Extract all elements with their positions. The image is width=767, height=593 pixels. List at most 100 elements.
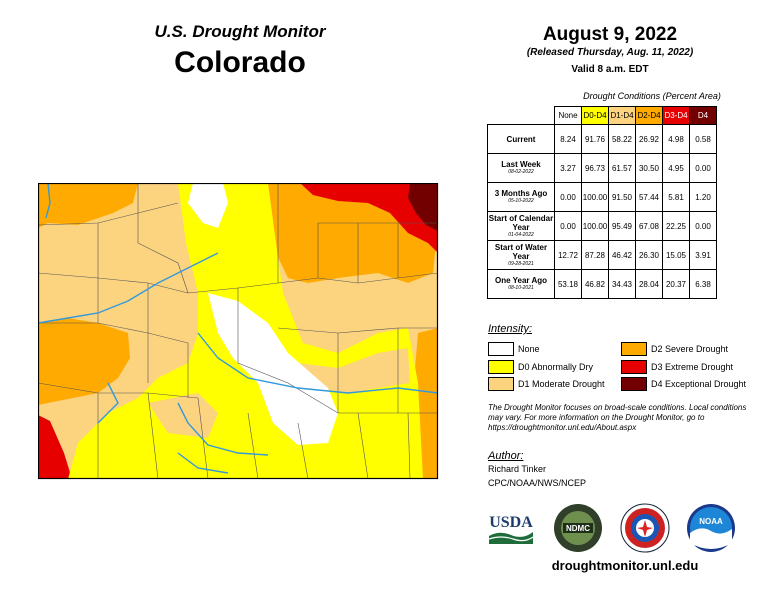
col-header-d4: D4: [689, 106, 717, 125]
table-cell: 4.98: [662, 124, 690, 154]
table-cell: 0.00: [554, 182, 582, 212]
legend-label: D1 Moderate Drought: [518, 379, 605, 389]
usda-logo: USDA: [488, 514, 534, 544]
author-heading: Author:: [488, 450, 524, 462]
legend-item-d1: D1 Moderate Drought: [488, 377, 605, 391]
row-title: One Year Ago: [494, 276, 548, 285]
row-date: 08-02-2022: [508, 169, 534, 175]
table-cell: 0.00: [554, 211, 582, 241]
legend-swatch: [621, 360, 647, 374]
map-date: August 9, 2022: [542, 24, 678, 45]
ndmc-logo-text: NDMC: [566, 524, 590, 533]
row-label: Start of Calendar Year 01-04-2022: [487, 211, 555, 241]
d1-area-south: [148, 393, 218, 438]
d1-area-east: [298, 348, 410, 393]
website-url[interactable]: droughtmonitor.unl.edu: [551, 558, 699, 573]
row-label: Current: [487, 124, 555, 154]
table-cell: 46.42: [608, 240, 636, 270]
row-date: 01-04-2022: [508, 231, 534, 238]
legend-label: D2 Severe Drought: [651, 344, 729, 354]
legend-swatch: [488, 377, 514, 391]
legend-swatch: [488, 342, 514, 356]
legend-item-d4: D4 Exceptional Drought: [621, 377, 746, 391]
table-cell: 26.30: [635, 240, 663, 270]
legend-item-d3: D3 Extreme Drought: [621, 360, 733, 374]
none-area-north: [188, 183, 228, 228]
nws-logo: [620, 503, 670, 553]
table-cell: 100.00: [581, 182, 609, 212]
row-date: 05-10-2022: [508, 198, 534, 204]
legend-item-d0: D0 Abnormally Dry: [488, 360, 593, 374]
author-name: Richard Tinker: [488, 464, 547, 474]
table-cell: 8.24: [554, 124, 582, 154]
table-cell: 100.00: [581, 211, 609, 241]
table-cell: 30.50: [635, 153, 663, 183]
col-header-d1-d4: D1-D4: [608, 106, 636, 125]
table-cell: 91.76: [581, 124, 609, 154]
row-title: Last Week: [501, 160, 541, 169]
legend-swatch: [621, 342, 647, 356]
table-cell: 96.73: [581, 153, 609, 183]
d3-area-northeast: [300, 183, 438, 253]
row-label: 3 Months Ago 05-10-2022: [487, 182, 555, 212]
table-cell: 58.22: [608, 124, 636, 154]
table-cell: 3.27: [554, 153, 582, 183]
header-blank: [488, 107, 555, 125]
state-border: [38, 183, 439, 480]
row-label: One Year Ago 08-10-2021: [487, 269, 555, 299]
col-header-none: None: [554, 106, 582, 125]
noaa-logo: NOAA: [687, 504, 735, 552]
rivers: [38, 183, 438, 474]
row-date: 08-10-2021: [508, 285, 534, 291]
ndmc-logo: NDMC: [554, 504, 602, 552]
row-label: Last Week 08-02-2022: [487, 153, 555, 183]
d2-area-west: [38, 318, 130, 405]
table-row: Current 8.24 91.76 58.22 26.92 4.98 0.58: [487, 124, 717, 154]
table-cell: 4.95: [662, 153, 690, 183]
table-row: 3 Months Ago 05-10-2022 0.00 100.00 91.50…: [487, 182, 717, 212]
table-cell: 0.00: [689, 153, 717, 183]
legend-title: Intensity:: [488, 323, 533, 335]
legend-label: D0 Abnormally Dry: [518, 362, 594, 372]
colorado-drought-map: [38, 183, 439, 480]
table-cell: 0.00: [689, 211, 717, 241]
usda-logo-text: USDA: [489, 514, 533, 531]
row-label: Start of Water Year 09-28-2021: [487, 240, 555, 270]
release-date: (Released Thursday, Aug. 11, 2022): [526, 47, 694, 58]
col-header-d3-d4: D3-D4: [662, 106, 690, 125]
table-cell: 61.57: [608, 153, 636, 183]
legend-label: None: [518, 344, 540, 354]
table-cell: 5.81: [662, 182, 690, 212]
noaa-logo-text: NOAA: [699, 517, 723, 526]
table-cell: 91.50: [608, 182, 636, 212]
d3-area-southwest: [38, 415, 72, 479]
table-cell: 1.20: [689, 182, 717, 212]
table-caption: Drought Conditions (Percent Area): [583, 91, 721, 101]
table-cell: 26.92: [635, 124, 663, 154]
county-lines: [38, 183, 438, 479]
table-cell: 20.37: [662, 269, 690, 299]
table-row: Start of Calendar Year 01-04-2022 0.00 10…: [487, 211, 717, 241]
table-cell: 95.49: [608, 211, 636, 241]
row-title: 3 Months Ago: [494, 189, 548, 198]
table-cell: 15.05: [662, 240, 690, 270]
d2-area-northwest: [38, 183, 138, 228]
map-subtitle: U.S. Drought Monitor: [154, 22, 326, 41]
table-cell: 12.72: [554, 240, 582, 270]
none-area-central: [208, 293, 338, 445]
table-cell: 57.44: [635, 182, 663, 212]
legend-label: D3 Extreme Drought: [651, 362, 734, 372]
valid-time: Valid 8 a.m. EDT: [571, 64, 649, 75]
col-header-d0-d4: D0-D4: [581, 106, 609, 125]
table-cell: 0.58: [689, 124, 717, 154]
row-title: Current: [506, 134, 536, 144]
table-cell: 22.25: [662, 211, 690, 241]
table-row: One Year Ago 08-10-2021 53.18 46.82 34.43…: [487, 269, 717, 299]
table-cell: 28.04: [635, 269, 663, 299]
d4-area-northeast: [408, 183, 438, 231]
table-row: Last Week 08-02-2022 3.27 96.73 61.57 30.…: [487, 153, 717, 183]
row-date: 09-28-2021: [508, 260, 534, 267]
legend-swatch: [621, 377, 647, 391]
table-row: Start of Water Year 09-28-2021 12.72 87.2…: [487, 240, 717, 270]
table-cell: 3.91: [689, 240, 717, 270]
